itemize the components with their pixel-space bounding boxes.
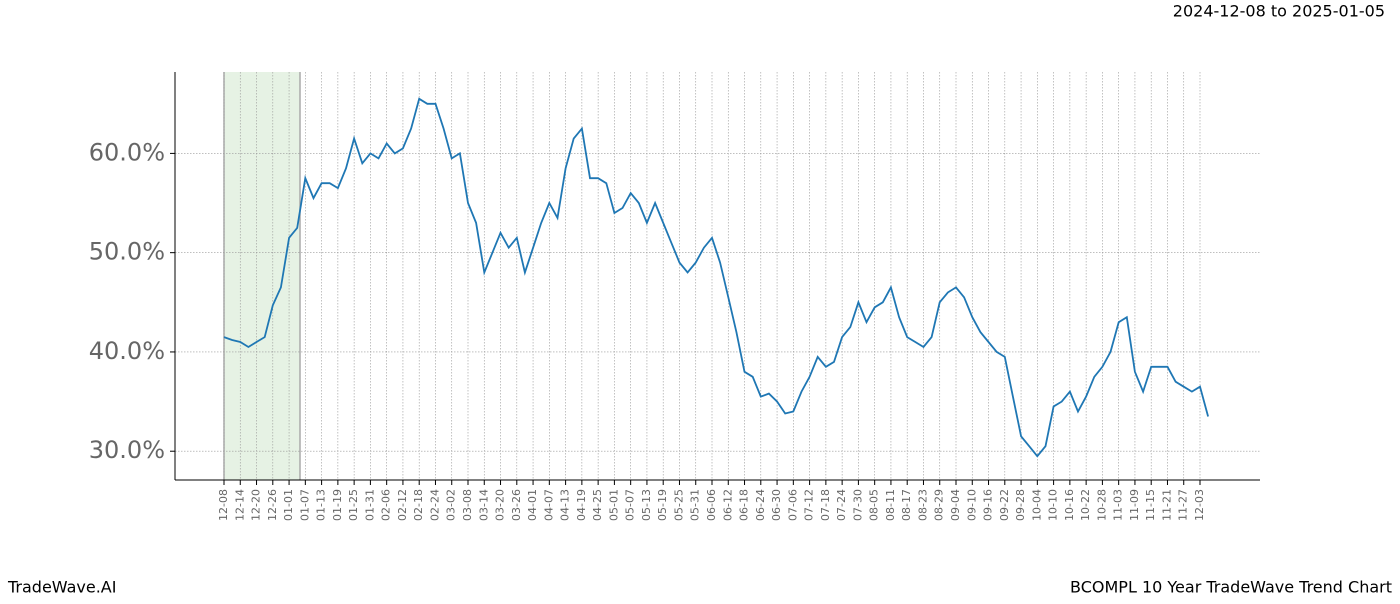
y-tick-label: 50.0% bbox=[89, 238, 165, 266]
x-tick-label: 01-13 bbox=[315, 489, 328, 521]
x-tick-label: 12-03 bbox=[1193, 489, 1206, 521]
x-tick-label: 06-06 bbox=[705, 489, 718, 521]
x-tick-label: 08-29 bbox=[933, 489, 946, 521]
x-tick-label: 11-09 bbox=[1128, 489, 1141, 521]
x-tick-label: 11-03 bbox=[1112, 489, 1125, 521]
x-tick-label: 03-02 bbox=[445, 489, 458, 521]
x-tick-label: 03-26 bbox=[510, 489, 523, 521]
x-tick-label: 12-14 bbox=[233, 489, 246, 521]
x-tick-label: 02-12 bbox=[396, 489, 409, 521]
x-tick-label: 11-15 bbox=[1144, 489, 1157, 521]
x-tick-label: 11-27 bbox=[1177, 489, 1190, 521]
x-tick-label: 01-01 bbox=[282, 489, 295, 521]
x-tick-label: 07-18 bbox=[819, 489, 832, 521]
highlight-range bbox=[224, 72, 300, 480]
x-tick-label: 10-04 bbox=[1030, 489, 1043, 521]
x-tick-label: 01-07 bbox=[298, 489, 311, 521]
x-tick-label: 03-20 bbox=[494, 489, 507, 521]
chart-title: BCOMPL 10 Year TradeWave Trend Chart bbox=[1070, 578, 1392, 597]
x-tick-label: 09-16 bbox=[982, 489, 995, 521]
x-tick-label: 02-24 bbox=[428, 489, 441, 521]
x-tick-label: 07-12 bbox=[803, 489, 816, 521]
line-series bbox=[223, 97, 1209, 458]
x-tick-label: 10-22 bbox=[1079, 489, 1092, 521]
x-tick-label: 02-18 bbox=[412, 489, 425, 521]
brand: TradeWave.AI bbox=[7, 578, 116, 597]
x-tick-label: 01-19 bbox=[331, 489, 344, 521]
x-tick-label: 03-08 bbox=[461, 489, 474, 521]
x-tick-label: 06-18 bbox=[738, 489, 751, 521]
date-range: 2024-12-08 to 2025-01-05 bbox=[1173, 2, 1385, 21]
x-tick-label: 09-04 bbox=[949, 489, 962, 521]
y-tick-label: 60.0% bbox=[89, 138, 165, 166]
x-tick-label: 12-20 bbox=[250, 489, 263, 521]
x-tick-label: 06-30 bbox=[770, 489, 783, 521]
x-tick-label: 09-22 bbox=[998, 489, 1011, 521]
x-tick-label: 05-19 bbox=[656, 489, 669, 521]
x-tick-label: 04-25 bbox=[591, 489, 604, 521]
x-tick-label: 08-17 bbox=[900, 489, 913, 521]
x-tick-label: 06-24 bbox=[754, 489, 767, 521]
x-tick-label: 05-25 bbox=[672, 489, 685, 521]
x-tick-label: 08-05 bbox=[868, 489, 881, 521]
x-tick-label: 12-08 bbox=[217, 489, 230, 521]
x-tick-label: 04-01 bbox=[526, 489, 539, 521]
x-tick-label: 08-11 bbox=[884, 489, 897, 521]
x-tick-label: 05-31 bbox=[689, 489, 702, 521]
x-tick-label: 11-21 bbox=[1160, 489, 1173, 521]
x-tick-label: 09-10 bbox=[965, 489, 978, 521]
y-tick-label: 30.0% bbox=[89, 436, 165, 464]
x-tick-label: 01-31 bbox=[363, 489, 376, 521]
x-tick-label: 07-30 bbox=[851, 489, 864, 521]
x-tick-label: 06-12 bbox=[721, 489, 734, 521]
x-tick-label: 05-13 bbox=[640, 489, 653, 521]
x-tick-label: 02-06 bbox=[380, 489, 393, 521]
x-tick-label: 10-16 bbox=[1063, 489, 1076, 521]
x-tick-label: 12-26 bbox=[266, 489, 279, 521]
x-tick-label: 04-07 bbox=[542, 489, 555, 521]
plot bbox=[223, 97, 1209, 458]
y-tick-label: 40.0% bbox=[89, 337, 165, 365]
x-tick-label: 05-07 bbox=[624, 489, 637, 521]
x-tick-label: 05-01 bbox=[607, 489, 620, 521]
x-tick-label: 04-19 bbox=[575, 489, 588, 521]
x-tick-label: 04-13 bbox=[559, 489, 572, 521]
x-tick-label: 07-06 bbox=[786, 489, 799, 521]
x-tick-label: 03-14 bbox=[477, 489, 490, 521]
x-tick-label: 07-24 bbox=[835, 489, 848, 521]
x-tick-label: 10-28 bbox=[1095, 489, 1108, 521]
x-tick-label: 10-10 bbox=[1047, 489, 1060, 521]
x-tick-label: 08-23 bbox=[916, 489, 929, 521]
x-tick-label: 01-25 bbox=[347, 489, 360, 521]
x-tick-label: 09-28 bbox=[1014, 489, 1027, 521]
